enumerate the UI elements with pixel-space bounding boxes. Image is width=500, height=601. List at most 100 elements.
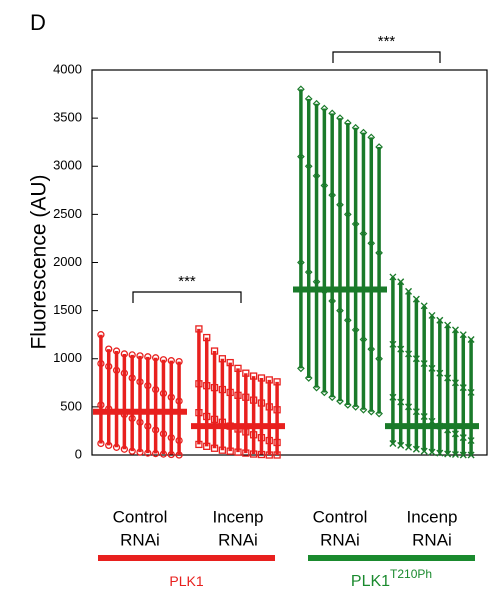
data-point xyxy=(175,397,183,405)
data-point xyxy=(112,443,121,451)
group-label: PLK1 xyxy=(169,573,203,589)
data-point xyxy=(420,360,428,368)
significance-label: *** xyxy=(378,33,396,50)
data-point xyxy=(320,181,329,190)
data-point xyxy=(420,447,428,455)
data-point xyxy=(328,191,337,199)
data-point xyxy=(451,451,459,459)
data-point xyxy=(136,378,144,386)
data-point xyxy=(336,397,344,405)
data-point xyxy=(128,414,136,423)
data-point xyxy=(375,354,383,363)
data-point xyxy=(428,448,436,456)
y-tick-label: 0 xyxy=(75,446,82,461)
data-point xyxy=(144,353,152,361)
group-name: PLK1 xyxy=(351,573,390,590)
y-tick-label: 3000 xyxy=(53,158,82,173)
data-point xyxy=(397,398,405,406)
data-point xyxy=(436,316,444,324)
y-tick-label: 500 xyxy=(60,398,82,413)
data-point xyxy=(459,384,467,392)
data-point xyxy=(459,331,467,339)
data-point xyxy=(273,378,281,386)
data-point xyxy=(444,321,452,329)
data-point xyxy=(397,278,405,286)
data-point xyxy=(444,450,452,458)
data-point xyxy=(136,448,144,456)
plot-frame xyxy=(91,69,488,456)
data-point xyxy=(105,441,113,450)
data-point xyxy=(112,347,121,355)
data-point xyxy=(159,389,168,398)
data-point xyxy=(144,422,152,430)
category-label: RNAi xyxy=(412,530,452,549)
data-point xyxy=(467,451,475,459)
y-tick-label: 3500 xyxy=(53,110,82,125)
data-point xyxy=(159,450,168,458)
data-point xyxy=(405,443,413,451)
data-point xyxy=(226,358,234,367)
data-point xyxy=(273,438,281,447)
group-label: PLK1T210Ph xyxy=(351,567,432,590)
data-point xyxy=(175,357,183,366)
data-point xyxy=(144,449,152,457)
data-point xyxy=(97,401,105,409)
data-point xyxy=(359,128,368,137)
category-label: RNAi xyxy=(320,530,360,549)
data-point xyxy=(412,355,420,363)
data-point xyxy=(428,311,436,319)
data-point xyxy=(242,393,250,401)
data-point xyxy=(389,439,397,447)
data-point xyxy=(343,316,352,325)
data-point xyxy=(444,374,452,382)
data-point xyxy=(151,385,160,394)
data-point xyxy=(249,396,258,404)
data-point xyxy=(151,426,160,434)
data-point xyxy=(97,439,105,448)
data-point xyxy=(257,399,266,407)
data-point xyxy=(343,210,352,219)
data-point xyxy=(151,354,160,362)
data-point xyxy=(218,385,227,394)
data-point xyxy=(467,388,475,396)
data-point xyxy=(367,407,376,416)
data-point xyxy=(304,268,313,276)
data-point xyxy=(436,449,444,457)
data-point xyxy=(210,347,219,355)
data-point xyxy=(336,306,344,315)
data-point xyxy=(136,352,144,360)
data-point xyxy=(451,430,459,438)
y-tick-label: 2500 xyxy=(53,206,82,221)
data-point xyxy=(375,143,383,151)
data-point xyxy=(120,350,129,358)
significance-bracket xyxy=(332,51,441,63)
significance-label: *** xyxy=(178,273,196,290)
group-superscript: T210Ph xyxy=(390,567,432,581)
data-point xyxy=(105,362,113,371)
data-point xyxy=(159,356,168,364)
data-point xyxy=(159,430,168,438)
data-point xyxy=(336,114,344,122)
data-point xyxy=(328,109,337,118)
data-point xyxy=(297,152,305,161)
data-point xyxy=(405,287,413,295)
data-point xyxy=(112,366,121,374)
data-point xyxy=(195,440,203,449)
data-point xyxy=(412,408,420,416)
data-point xyxy=(336,200,344,209)
data-point xyxy=(136,418,144,426)
data-point xyxy=(405,403,413,411)
data-point xyxy=(128,374,136,382)
data-point xyxy=(265,451,273,459)
data-point xyxy=(128,351,136,359)
data-point xyxy=(97,359,105,368)
data-point xyxy=(397,345,405,353)
data-point xyxy=(297,258,305,267)
y-tick-label: 2000 xyxy=(53,254,82,269)
category-label: Incenp xyxy=(406,507,457,526)
y-tick-label: 1000 xyxy=(53,350,82,365)
data-point xyxy=(242,369,250,377)
data-point xyxy=(175,436,183,445)
data-point xyxy=(343,401,352,409)
data-point xyxy=(203,333,211,342)
